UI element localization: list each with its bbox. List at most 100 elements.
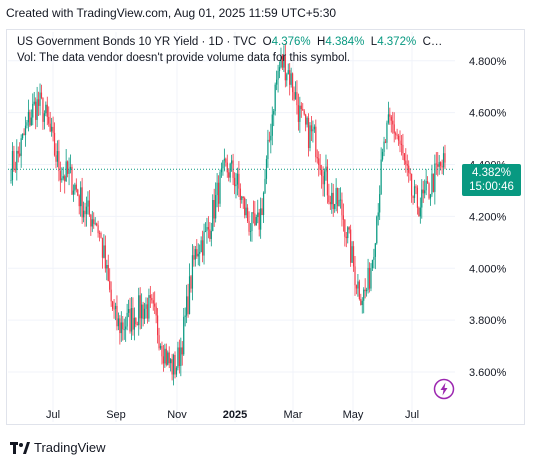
candle-body (258, 212, 260, 230)
candle-body (357, 281, 359, 289)
candle-body (393, 124, 395, 134)
high-label: H (317, 36, 326, 48)
candle-body (315, 126, 317, 158)
candle-body (90, 214, 92, 227)
candle-body (367, 267, 369, 290)
candle-body (348, 227, 350, 230)
candle-body (226, 162, 228, 173)
candle-body (426, 181, 429, 184)
candle-body (379, 194, 381, 213)
candle-body (149, 295, 151, 298)
candle-body (91, 219, 93, 227)
candle-body (75, 184, 77, 190)
candle-body (110, 289, 112, 302)
candle-body (364, 289, 366, 292)
candle-body (161, 345, 163, 357)
candle-body (373, 256, 375, 260)
candle-body (238, 173, 240, 189)
lightning-bolt-icon[interactable] (433, 378, 455, 400)
candle-body (138, 295, 140, 326)
candle-body (363, 289, 365, 301)
candle-body (203, 231, 205, 256)
candle-body (40, 92, 43, 98)
candle-body (148, 295, 150, 319)
candle-body (196, 249, 198, 257)
candle-body (123, 329, 125, 331)
candle-body (440, 162, 442, 166)
candle-body (68, 169, 70, 174)
candle-body (85, 206, 88, 215)
candle-body (219, 172, 221, 204)
candle-body (442, 153, 445, 168)
candle-body (355, 285, 358, 289)
candle-body (204, 231, 207, 232)
candle-body (290, 73, 292, 85)
candle-body (145, 304, 147, 309)
y-tick-label: 4.000% (469, 263, 507, 275)
candle-body (307, 117, 310, 149)
candle-body (306, 117, 308, 125)
candle-body (37, 99, 40, 106)
candle-body (352, 246, 355, 267)
candle-body (344, 219, 346, 237)
candle-body (184, 315, 186, 317)
candle-body (291, 73, 294, 93)
chart-frame[interactable] (6, 29, 525, 425)
candle-body (84, 210, 86, 215)
candle-body (125, 326, 127, 330)
symbol-title[interactable]: US Government Bonds 10 YR Yield · 1D · T… (17, 36, 257, 48)
y-tick-label: 4.200% (469, 211, 507, 223)
candle-body (56, 151, 59, 162)
candle-body (175, 367, 178, 375)
candle-body (289, 70, 291, 85)
candle-body (155, 306, 157, 316)
candle-body (167, 352, 169, 365)
candle-body (154, 303, 156, 307)
candle-body (409, 172, 411, 174)
candle-body (222, 160, 224, 169)
candle-body (80, 187, 82, 207)
candle-body (274, 84, 276, 112)
candle-body (190, 276, 192, 289)
x-tick-label: Jul (46, 409, 60, 421)
candle-body (271, 114, 273, 136)
tradingview-brand[interactable]: TradingView (10, 440, 106, 455)
candle-body (351, 246, 353, 263)
candle-body (87, 200, 89, 207)
candle-body (171, 359, 173, 375)
candle-body (397, 135, 400, 141)
candle-body (71, 166, 73, 195)
candle-body (366, 289, 368, 292)
candle-body (88, 200, 90, 215)
candle-body (293, 92, 295, 100)
candle-body (376, 216, 378, 244)
candle-body (157, 315, 159, 336)
candle-body (97, 225, 99, 234)
candle-body (310, 125, 313, 132)
candle-body (42, 97, 44, 122)
candle-body (249, 231, 252, 232)
candle-body (139, 295, 141, 319)
candle-body (252, 212, 255, 214)
candle-body (49, 123, 51, 132)
candle-body (82, 210, 85, 218)
legend: US Government Bonds 10 YR Yield · 1D · T… (17, 36, 442, 48)
candle-body (20, 138, 22, 156)
candle-body (199, 251, 201, 254)
candle-body (245, 207, 247, 216)
candle-body (336, 188, 339, 207)
candle-body (305, 114, 307, 125)
candle-body (133, 317, 135, 330)
candle-body (59, 171, 61, 181)
candle-body (216, 182, 218, 196)
brand-name: TradingView (34, 440, 106, 455)
candle-body (400, 143, 403, 145)
candle-body (35, 101, 37, 120)
candle-body (422, 189, 424, 194)
x-tick-label: Mar (284, 409, 303, 421)
candle-body (435, 163, 437, 165)
candle-body (233, 177, 236, 187)
candle-body (437, 164, 439, 167)
candle-body (61, 178, 63, 181)
